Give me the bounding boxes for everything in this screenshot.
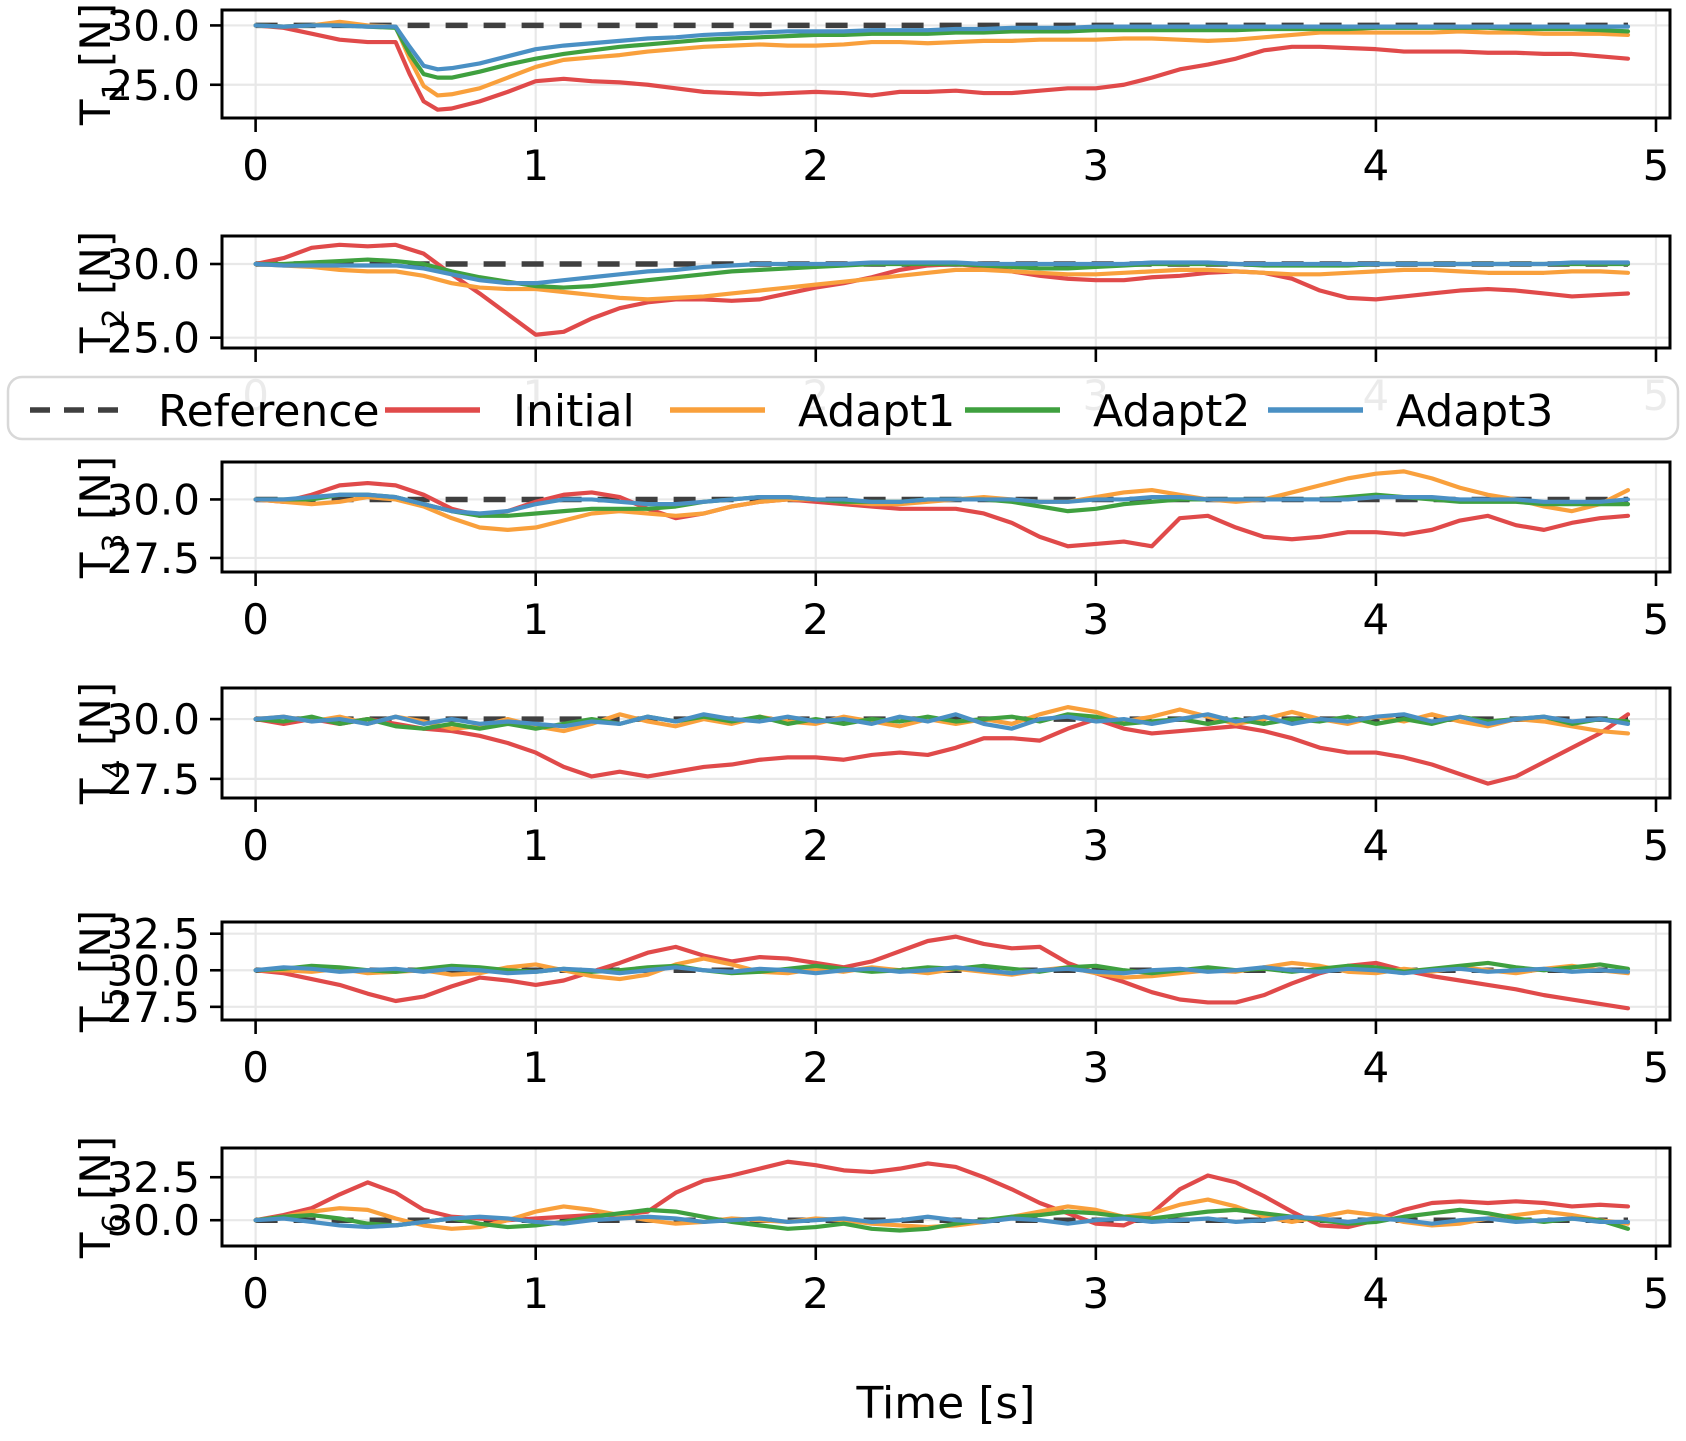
y-ticklabel: 30.0: [106, 946, 200, 995]
y-ticklabel: 30.0: [106, 1, 200, 50]
series-line-adapt3: [253, 965, 1631, 976]
series-line-initial: [253, 242, 1631, 337]
x-ticklabel: 1: [522, 821, 549, 870]
x-ticklabel: 1: [522, 595, 549, 644]
x-ticklabel: 5: [1643, 595, 1670, 644]
y-axis-label: T4 [N]: [71, 682, 132, 805]
x-ticklabel: 0: [242, 595, 269, 644]
axes-frame: [220, 686, 1672, 800]
x-ticklabel: 0: [242, 1269, 269, 1318]
y-ticklabel: 30.0: [106, 1196, 200, 1245]
x-ticklabel: 4: [1363, 141, 1390, 190]
x-ticklabel: 5: [1643, 141, 1670, 190]
legend-label-adapt1: Adapt1: [798, 386, 955, 437]
y-axis-label-text: T5 [N]: [71, 910, 132, 1033]
y-ticklabel: 30.0: [106, 695, 200, 744]
x-ticklabel: 4: [1363, 595, 1390, 644]
legend: Reference Initial Adapt1 Adapt2 Adapt3: [6, 375, 1680, 441]
series-line-adapt3: [253, 260, 1631, 286]
axes-frame: [220, 234, 1672, 350]
x-ticklabel: 3: [1082, 595, 1109, 644]
subplot-5: 32.530.027.5 0 1 2 3 4 5 T5 [N]: [71, 910, 1672, 1092]
legend-background: [6, 375, 1680, 441]
series-line-adapt1: [253, 19, 1631, 98]
axes-frame: [220, 1146, 1672, 1248]
y-axis-label: T6 [N]: [71, 1136, 132, 1259]
series-line-adapt1: [253, 261, 1631, 302]
subplot-1: 30.0 25.0 0 1 2 3 4 5 T1 [N]: [71, 1, 1672, 190]
legend-label-reference: Reference: [158, 386, 380, 437]
y-axis-label-text: T2 [N]: [71, 231, 132, 354]
x-ticklabel: 4: [1363, 1043, 1390, 1092]
x-ticklabel: 1: [522, 1269, 549, 1318]
x-ticklabel: 3: [1082, 141, 1109, 190]
x-ticklabel: 4: [1363, 1269, 1390, 1318]
series-line-adapt3: [253, 1214, 1631, 1230]
x-ticklabel: 3: [1082, 821, 1109, 870]
y-ticklabel: 25.0: [106, 61, 200, 110]
x-ticklabel: 1: [522, 141, 549, 190]
x-ticklabel: 5: [1643, 1269, 1670, 1318]
y-ticklabel: 32.5: [106, 910, 200, 959]
x-ticklabel: 0: [242, 821, 269, 870]
x-ticklabel: 4: [1363, 821, 1390, 870]
subplot-6: 32.530.0 0 1 2 3 4 5 T6 [N]: [71, 1136, 1672, 1318]
y-axis-label-text: T3 [N]: [71, 456, 132, 579]
legend-label-adapt2: Adapt2: [1093, 386, 1250, 437]
y-ticklabel: 27.5: [106, 755, 200, 804]
x-ticklabel: 5: [1643, 1043, 1670, 1092]
series-line-adapt2: [253, 1207, 1631, 1233]
y-axis-label: T1 [N]: [71, 3, 132, 126]
series-line-adapt3: [253, 492, 1631, 516]
y-ticklabel: 27.5: [106, 534, 200, 583]
x-ticklabel: 0: [242, 1043, 269, 1092]
x-ticklabel: 2: [802, 1269, 829, 1318]
subplot-4: 30.0 27.5 0 1 2 3 4 5 T4 [N]: [71, 682, 1672, 870]
x-ticklabel: 5: [1643, 821, 1670, 870]
y-axis-label-text: T6 [N]: [71, 1136, 132, 1259]
x-ticklabel: 2: [802, 595, 829, 644]
y-axis-label-text: T1 [N]: [71, 3, 132, 126]
y-ticklabel: 25.0: [106, 314, 200, 363]
axes-frame: [220, 460, 1672, 574]
y-ticklabel: 30.0: [106, 475, 200, 524]
series-line-adapt3: [253, 712, 1631, 731]
series-line-initial: [253, 712, 1631, 786]
y-ticklabel: 27.5: [106, 983, 200, 1032]
axes-frame: [220, 8, 1672, 120]
x-ticklabel: 3: [1082, 1043, 1109, 1092]
series-line-adapt3: [253, 23, 1631, 72]
y-axis-label-text: T4 [N]: [71, 682, 132, 805]
x-ticklabel: 2: [802, 821, 829, 870]
x-ticklabel: 0: [242, 141, 269, 190]
series-line-initial: [253, 23, 1631, 112]
y-ticklabel: 32.5: [106, 1153, 200, 1202]
y-ticklabel: 30.0: [106, 240, 200, 289]
subplot-3: 30.0 27.5 0 1 2 3 4 5 T3 [N]: [71, 456, 1672, 644]
x-ticklabel: 2: [802, 141, 829, 190]
x-ticklabel: 3: [1082, 1269, 1109, 1318]
y-axis-label: T3 [N]: [71, 456, 132, 579]
legend-label-adapt3: Adapt3: [1396, 386, 1553, 437]
x-axis-label: Time [s]: [856, 1378, 1036, 1429]
x-ticklabel: 2: [802, 1043, 829, 1092]
y-axis-label: T2 [N]: [71, 231, 132, 354]
y-axis-label: T5 [N]: [71, 910, 132, 1033]
legend-label-initial: Initial: [513, 386, 635, 437]
x-ticklabel: 1: [522, 1043, 549, 1092]
